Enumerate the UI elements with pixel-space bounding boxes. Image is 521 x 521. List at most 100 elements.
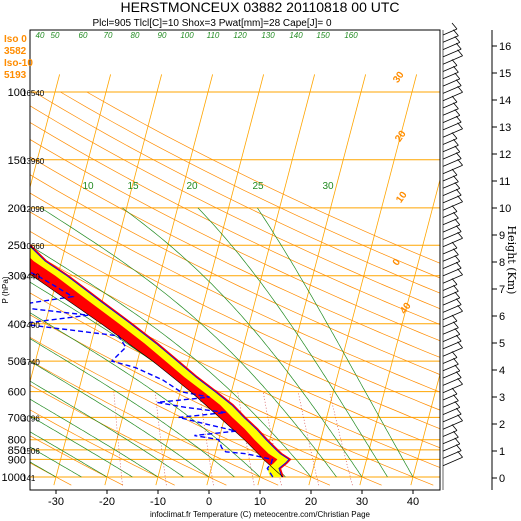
wind-barb-shaft [442, 393, 458, 401]
wind-barb-flag [457, 49, 463, 57]
wind-barb-flag [451, 168, 458, 176]
mixing-ratio-label: 30 [322, 181, 334, 192]
wind-barb-shaft [442, 400, 459, 408]
wind-barb-shaft [442, 430, 458, 437]
pressure-tick-label: 150 [8, 155, 26, 167]
dry-adiabat-line [30, 271, 440, 468]
wind-barb-shaft [442, 78, 460, 87]
wind-barb-flag [453, 394, 459, 401]
wind-barb-flag [455, 298, 462, 305]
adiabat-label: 160 [344, 31, 358, 40]
height-label: 1506 [22, 447, 40, 456]
wind-barb-flag [457, 122, 463, 130]
wind-barb-flag [453, 138, 459, 146]
pressure-tick-label: 100 [8, 87, 26, 99]
km-tick-label: 10 [499, 203, 511, 215]
dry-adiabat-line [33, 91, 440, 294]
pressure-tick-label: 500 [8, 356, 26, 368]
wind-barb-shaft [442, 407, 460, 415]
wind-barb-flag [455, 152, 462, 159]
wind-barbs [442, 22, 463, 490]
wind-barb-flag [451, 205, 458, 212]
km-tick-label: 5 [499, 338, 505, 350]
wind-barb-flag [457, 305, 463, 312]
wind-barb-flag [454, 182, 461, 189]
km-tick-label: 16 [499, 41, 511, 53]
mixing-ratio-label: 10 [82, 181, 94, 192]
mixing-ratio-label: 15 [127, 181, 139, 192]
wind-barb-flag [455, 79, 462, 86]
moist-adiabat-line [30, 431, 108, 478]
pressure-tick-label: 850 [8, 445, 26, 457]
wind-barb-shaft [442, 334, 460, 342]
moist-adiabat-line [40, 207, 337, 478]
pressure-tick-label: 600 [8, 387, 26, 399]
height-label: 13960 [22, 157, 45, 166]
wind-barb-flag [457, 232, 463, 239]
adiabat-label: 130 [261, 31, 275, 40]
y-axis-label: P (hPa) [1, 276, 10, 303]
wind-barb-flag [451, 95, 458, 103]
wind-barb-shaft [442, 71, 459, 80]
isotherm-label: 0 [391, 257, 403, 268]
dry-adiabat-line [30, 139, 440, 342]
wind-barb-flag [454, 145, 461, 153]
isotherm-label: 30 [391, 69, 407, 85]
dry-adiabat-line [30, 435, 124, 486]
parcel-profile [30, 273, 284, 478]
mixing-ratio-line [297, 391, 320, 486]
moist-adiabat-line [30, 446, 82, 478]
wind-barb-shaft [442, 224, 460, 233]
temperature-profile [30, 243, 292, 478]
km-tick-label: 0 [499, 473, 505, 485]
km-tick-label: 9 [499, 230, 505, 242]
wind-barb-flag [454, 291, 461, 299]
adiabat-label: 150 [316, 31, 330, 40]
wind-barb-flag [451, 132, 458, 139]
wind-barb-flag [455, 261, 462, 269]
km-tick-label: 8 [499, 257, 505, 269]
mixing-ratio-label: 25 [252, 181, 264, 192]
isotherm-line [359, 178, 440, 486]
wind-barb-shaft [442, 217, 459, 226]
height-label: 141 [22, 474, 36, 483]
wind-barb-flag [454, 218, 461, 226]
isotherm-line [257, 74, 367, 486]
moist-adiabat-line [257, 207, 414, 478]
wind-barb-shaft [442, 151, 460, 160]
wind-barb-flag [457, 86, 463, 93]
wind-barb-flag [451, 314, 458, 322]
mixing-ratio-line [199, 391, 214, 486]
pressure-tick-label: 300 [8, 271, 26, 283]
wind-barb-shaft [442, 290, 459, 299]
wind-barb-shaft [442, 211, 458, 218]
wind-barb-flag [454, 109, 461, 116]
mixing-ratio-line [329, 391, 353, 486]
wind-barb-flag [451, 278, 458, 285]
isotherm-label: 40 [398, 300, 414, 316]
dry-adiabat-line [30, 211, 440, 411]
km-tick-label: 12 [499, 149, 511, 161]
profile-layer [30, 243, 292, 478]
adiabat-label: 140 [289, 31, 303, 40]
wind-barb-flag [453, 211, 459, 219]
adiabat-label: 90 [158, 31, 167, 40]
wind-barb-flag [457, 159, 463, 166]
wind-barb-flag [455, 225, 462, 232]
wind-barb-shaft [442, 35, 459, 43]
adiabat-label: 110 [207, 31, 220, 40]
wind-barb-flag [454, 72, 461, 80]
wind-barb-shaft [442, 188, 460, 196]
y2-axis-label: Height (Km) [505, 226, 518, 295]
wind-barb-flag [453, 102, 459, 109]
wind-barb-shaft [442, 101, 458, 109]
dry-adiabat-line [30, 192, 440, 393]
iso0-value: 3582 [4, 46, 27, 57]
wind-barb-flag [455, 444, 462, 451]
wind-barb-flag [455, 371, 462, 378]
chart-subtitle: Plcl=905 Tlcl[C]=10 Shox=3 Pwat[mm]=28 C… [92, 18, 332, 29]
isotherm-line [104, 74, 214, 486]
wind-barb-flag [451, 424, 458, 431]
